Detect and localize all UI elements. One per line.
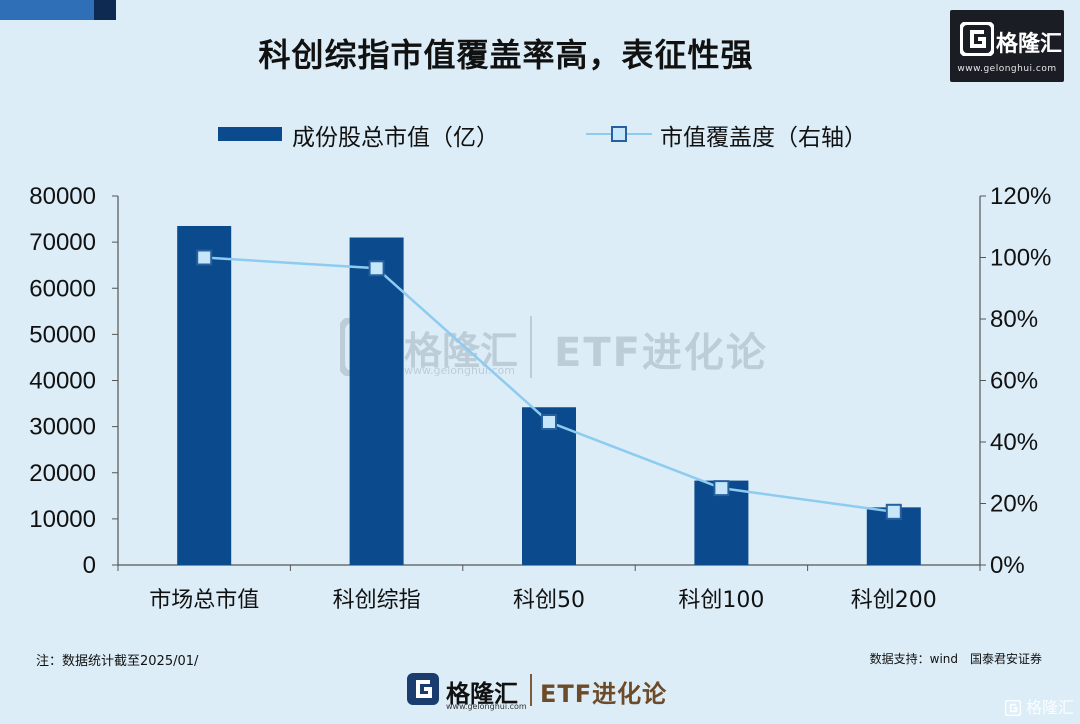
legend-swatch-bar <box>218 127 282 141</box>
corner-tab <box>0 0 116 20</box>
y-right-tick-label: 20% <box>990 491 1038 518</box>
corner-tab-dark <box>94 0 116 20</box>
legend-label-line: 市值覆盖度（右轴） <box>660 125 867 151</box>
footnote: 注：数据统计截至2025/01/ <box>36 654 199 669</box>
y-left-tick-label: 20000 <box>29 460 96 487</box>
corner-logo-icon <box>1004 700 1021 716</box>
chart-ticks: 0 10000 20000 30000 40000 50000 60000 70000 8000… <box>29 183 1051 613</box>
watermark: 格隆汇 www.gelonghui.com ETF进化论 <box>340 312 800 382</box>
y-left-tick-label: 30000 <box>29 414 96 441</box>
y-left-tick-label: 60000 <box>29 275 96 302</box>
gelonghui-g-logo-icon <box>960 22 994 56</box>
footer-brand-url: www.gelonghui.com <box>446 702 527 711</box>
footer-brand-name: 格隆汇 <box>446 680 518 708</box>
y-right-tick-label: 80% <box>990 306 1038 333</box>
y-right-tick-label: 120% <box>990 183 1051 210</box>
brand-logo-top-right: 格隆汇 www.gelonghui.com <box>950 10 1064 82</box>
brand-name: 格隆汇 <box>996 32 1063 57</box>
watermark-slogan: ETF进化论 <box>554 330 768 376</box>
brand-logo-bottom-right: 格隆汇 <box>1004 694 1074 718</box>
corner-brand-name: 格隆汇 <box>1025 698 1074 717</box>
watermark-divider <box>530 316 532 378</box>
x-category-label: 科创50 <box>513 588 585 613</box>
y-left-tick-label: 0 <box>83 552 96 579</box>
line-point-科创200 <box>885 503 902 520</box>
x-category-label: 市场总市值 <box>149 588 259 613</box>
chart-title: 科创综指市值覆盖率高，表征性强 <box>258 36 754 74</box>
y-right-tick-label: 100% <box>990 245 1051 272</box>
x-category-label: 科创综指 <box>333 588 421 613</box>
legend-marker-square <box>611 126 627 142</box>
data-source: 数据支持：wind 国泰君安证券 <box>869 652 1042 666</box>
line-point-科创50 <box>541 414 557 431</box>
bar-科创50 <box>522 407 576 565</box>
brand-url: www.gelonghui.com <box>957 64 1057 74</box>
y-left-tick-label: 70000 <box>29 229 96 256</box>
y-right-tick-label: 60% <box>990 368 1038 395</box>
y-left-tick-label: 10000 <box>29 506 96 533</box>
chart-line-series <box>196 249 902 520</box>
bar-科创综指 <box>349 237 404 565</box>
y-right-tick-label: 0% <box>990 552 1025 579</box>
y-left-tick-label: 80000 <box>29 183 96 210</box>
y-right-tick-label: 40% <box>990 429 1038 456</box>
footer-divider <box>530 674 532 706</box>
y-left-tick-label: 50000 <box>29 321 96 348</box>
footer-brand: 格隆汇 www.gelonghui.com ETF进化论 <box>406 668 696 712</box>
line-point-科创综指 <box>368 260 385 277</box>
legend-label-bar: 成份股总市值（亿） <box>292 125 499 151</box>
line-point-市场总市值 <box>196 249 213 266</box>
line-point-科创100 <box>713 480 730 497</box>
x-category-label: 科创100 <box>678 588 764 613</box>
y-left-tick-label: 40000 <box>29 368 96 395</box>
footer-logo-icon <box>407 673 439 705</box>
footer-slogan: ETF进化论 <box>540 680 668 708</box>
watermark-brand-name: 格隆汇 <box>404 329 519 373</box>
x-category-label: 科创200 <box>851 588 937 613</box>
bar-市场总市值 <box>177 225 232 565</box>
legend-swatch-line <box>586 126 652 142</box>
chart-bars <box>177 225 921 565</box>
